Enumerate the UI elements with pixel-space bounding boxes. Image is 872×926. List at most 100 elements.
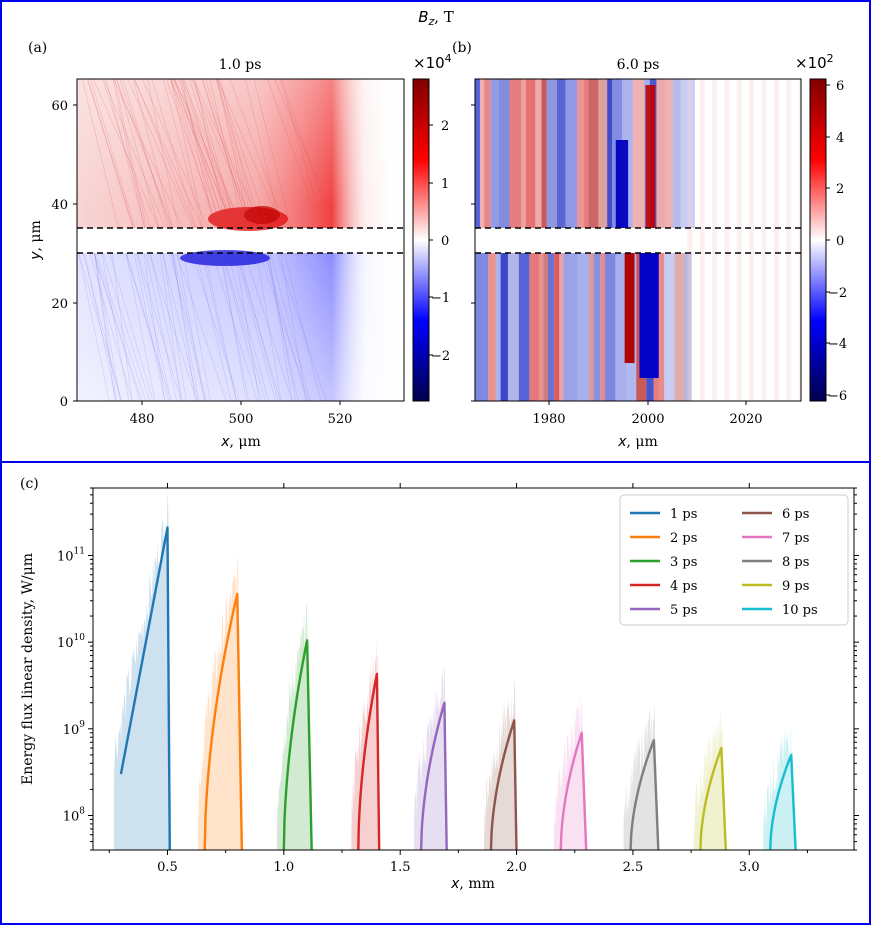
xtick-label: 3.0 xyxy=(739,860,760,875)
field-streak xyxy=(103,79,166,229)
figure-title: Bz, T xyxy=(418,8,454,28)
field-stripe xyxy=(665,79,673,228)
field-streak xyxy=(101,252,130,401)
field-stripe xyxy=(664,253,670,401)
field-stripe xyxy=(605,253,616,401)
xtick-label: 480 xyxy=(130,412,155,427)
field-stripe xyxy=(615,253,627,401)
field-stripe xyxy=(507,253,519,401)
field-streak xyxy=(274,79,340,229)
field-streak xyxy=(94,252,121,401)
field-stripe xyxy=(498,79,510,228)
field-streak xyxy=(87,79,134,229)
panel-b-heatmap xyxy=(475,79,801,401)
field-streak xyxy=(268,252,293,401)
xtick-label: 2000 xyxy=(631,412,664,427)
field-streak xyxy=(159,252,182,401)
field-stripe xyxy=(680,79,687,228)
field-stripe xyxy=(684,253,692,401)
field-streak xyxy=(238,252,279,401)
field-stripe xyxy=(490,79,499,228)
strong-positive-feature xyxy=(624,253,635,363)
field-streak xyxy=(191,79,255,229)
field-stripe xyxy=(543,253,548,401)
panel-a-colorbar-scale: ×104 xyxy=(413,52,452,72)
field-stripe xyxy=(475,79,480,228)
panel-c-legend: 1 ps 2 ps 3 ps 4 ps 5 ps 6 ps 7 ps 8 ps 9 ps 10 p… xyxy=(619,494,849,626)
field-streak xyxy=(176,252,227,401)
field-streak xyxy=(193,79,238,229)
field-streak xyxy=(170,79,217,229)
field-streak xyxy=(133,79,203,229)
field-streak xyxy=(196,252,232,401)
legend-label: 5 ps xyxy=(670,603,697,618)
ytick-label: 20 xyxy=(51,297,68,312)
field-stripe xyxy=(475,253,484,401)
series-line xyxy=(559,731,588,850)
bottom-panel-frame xyxy=(0,461,871,925)
field-streak xyxy=(173,79,240,229)
field-streak xyxy=(166,79,219,229)
field-streak xyxy=(141,79,209,229)
field-streak xyxy=(209,79,244,229)
field-stripe xyxy=(736,79,742,401)
series-line xyxy=(203,592,244,850)
field-streak xyxy=(78,252,110,401)
field-stripe xyxy=(761,79,767,401)
field-streak xyxy=(93,252,141,401)
field-streak xyxy=(244,252,293,401)
field-streak xyxy=(176,252,205,401)
field-stripe xyxy=(546,79,557,228)
field-streak xyxy=(222,252,266,401)
legend-box xyxy=(619,494,849,626)
field-stripe xyxy=(588,79,599,228)
field-streak xyxy=(136,252,172,401)
field-streak xyxy=(151,79,197,229)
field-streak xyxy=(84,252,117,401)
panel-a-yticks: 0 20 40 60 xyxy=(51,99,77,410)
field-stripe xyxy=(479,79,485,228)
field-streak xyxy=(170,79,205,229)
field-streak xyxy=(219,252,249,401)
field-streak xyxy=(78,252,122,401)
field-streak xyxy=(171,79,222,229)
field-stripe xyxy=(559,253,564,401)
field-stripe xyxy=(556,79,566,228)
ytick-label: 60 xyxy=(51,99,68,114)
cbar-tick-label: −1 xyxy=(431,291,450,306)
field-stripe xyxy=(658,253,665,401)
panel-b-colorbar-ticks: 6 4 2 0 −2 −4 −6 xyxy=(826,79,847,404)
field-streak xyxy=(116,79,160,229)
field-stripe xyxy=(598,79,608,228)
field-streak xyxy=(280,79,324,229)
strong-positive-feature xyxy=(645,85,656,228)
ytick-label: 109 xyxy=(63,720,86,738)
panel-c-ylabel: Energy flux linear density, W/μm xyxy=(20,553,36,785)
field-streak xyxy=(256,252,282,401)
field-stripe xyxy=(577,79,584,228)
cbar-tick-label: −4 xyxy=(828,337,847,352)
xtick-label: 2.0 xyxy=(506,860,527,875)
panel-c-axes xyxy=(92,487,855,851)
ytick-label: 1010 xyxy=(57,633,85,651)
field-streak xyxy=(90,79,136,229)
legend-label: 10 ps xyxy=(782,603,818,618)
field-streak xyxy=(183,79,233,229)
panel-a-title: 1.0 ps xyxy=(219,57,262,73)
panel-b-title: 6.0 ps xyxy=(617,57,660,73)
field-stripe xyxy=(529,253,540,401)
field-streak xyxy=(93,252,143,401)
field-streak xyxy=(229,79,286,229)
field-streak xyxy=(162,252,187,401)
cbar-tick-label: 6 xyxy=(836,79,844,94)
field-streak xyxy=(109,252,154,401)
panel-a: (a) 1.0 ps 0 20 40 xyxy=(28,40,452,450)
series-line xyxy=(282,639,313,850)
field-streak xyxy=(147,79,179,229)
field-streak xyxy=(217,79,269,229)
field-streak xyxy=(145,252,177,401)
field-streak xyxy=(170,79,235,229)
field-streak xyxy=(192,79,263,229)
field-stripe xyxy=(488,253,496,401)
field-streak xyxy=(102,252,150,401)
